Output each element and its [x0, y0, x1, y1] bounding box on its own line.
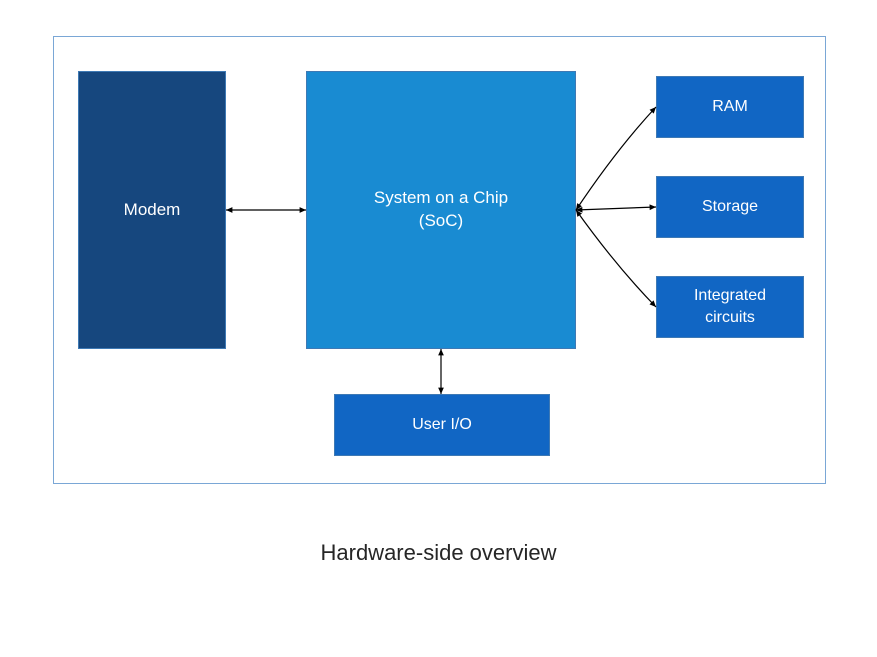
node-soc: System on a Chip(SoC) [306, 71, 576, 349]
node-integrated: Integratedcircuits [656, 276, 804, 338]
node-integrated-label: Integratedcircuits [694, 285, 766, 328]
node-userio: User I/O [334, 394, 550, 456]
node-storage: Storage [656, 176, 804, 238]
node-storage-label: Storage [702, 196, 758, 218]
diagram-canvas: Modem System on a Chip(SoC) RAM Storage … [0, 0, 877, 657]
diagram-caption-text: Hardware-side overview [321, 540, 557, 565]
node-soc-label: System on a Chip(SoC) [374, 187, 508, 233]
diagram-caption: Hardware-side overview [0, 540, 877, 566]
node-ram: RAM [656, 76, 804, 138]
node-userio-label: User I/O [412, 414, 472, 436]
node-ram-label: RAM [712, 96, 748, 118]
node-modem-label: Modem [124, 199, 181, 222]
node-modem: Modem [78, 71, 226, 349]
